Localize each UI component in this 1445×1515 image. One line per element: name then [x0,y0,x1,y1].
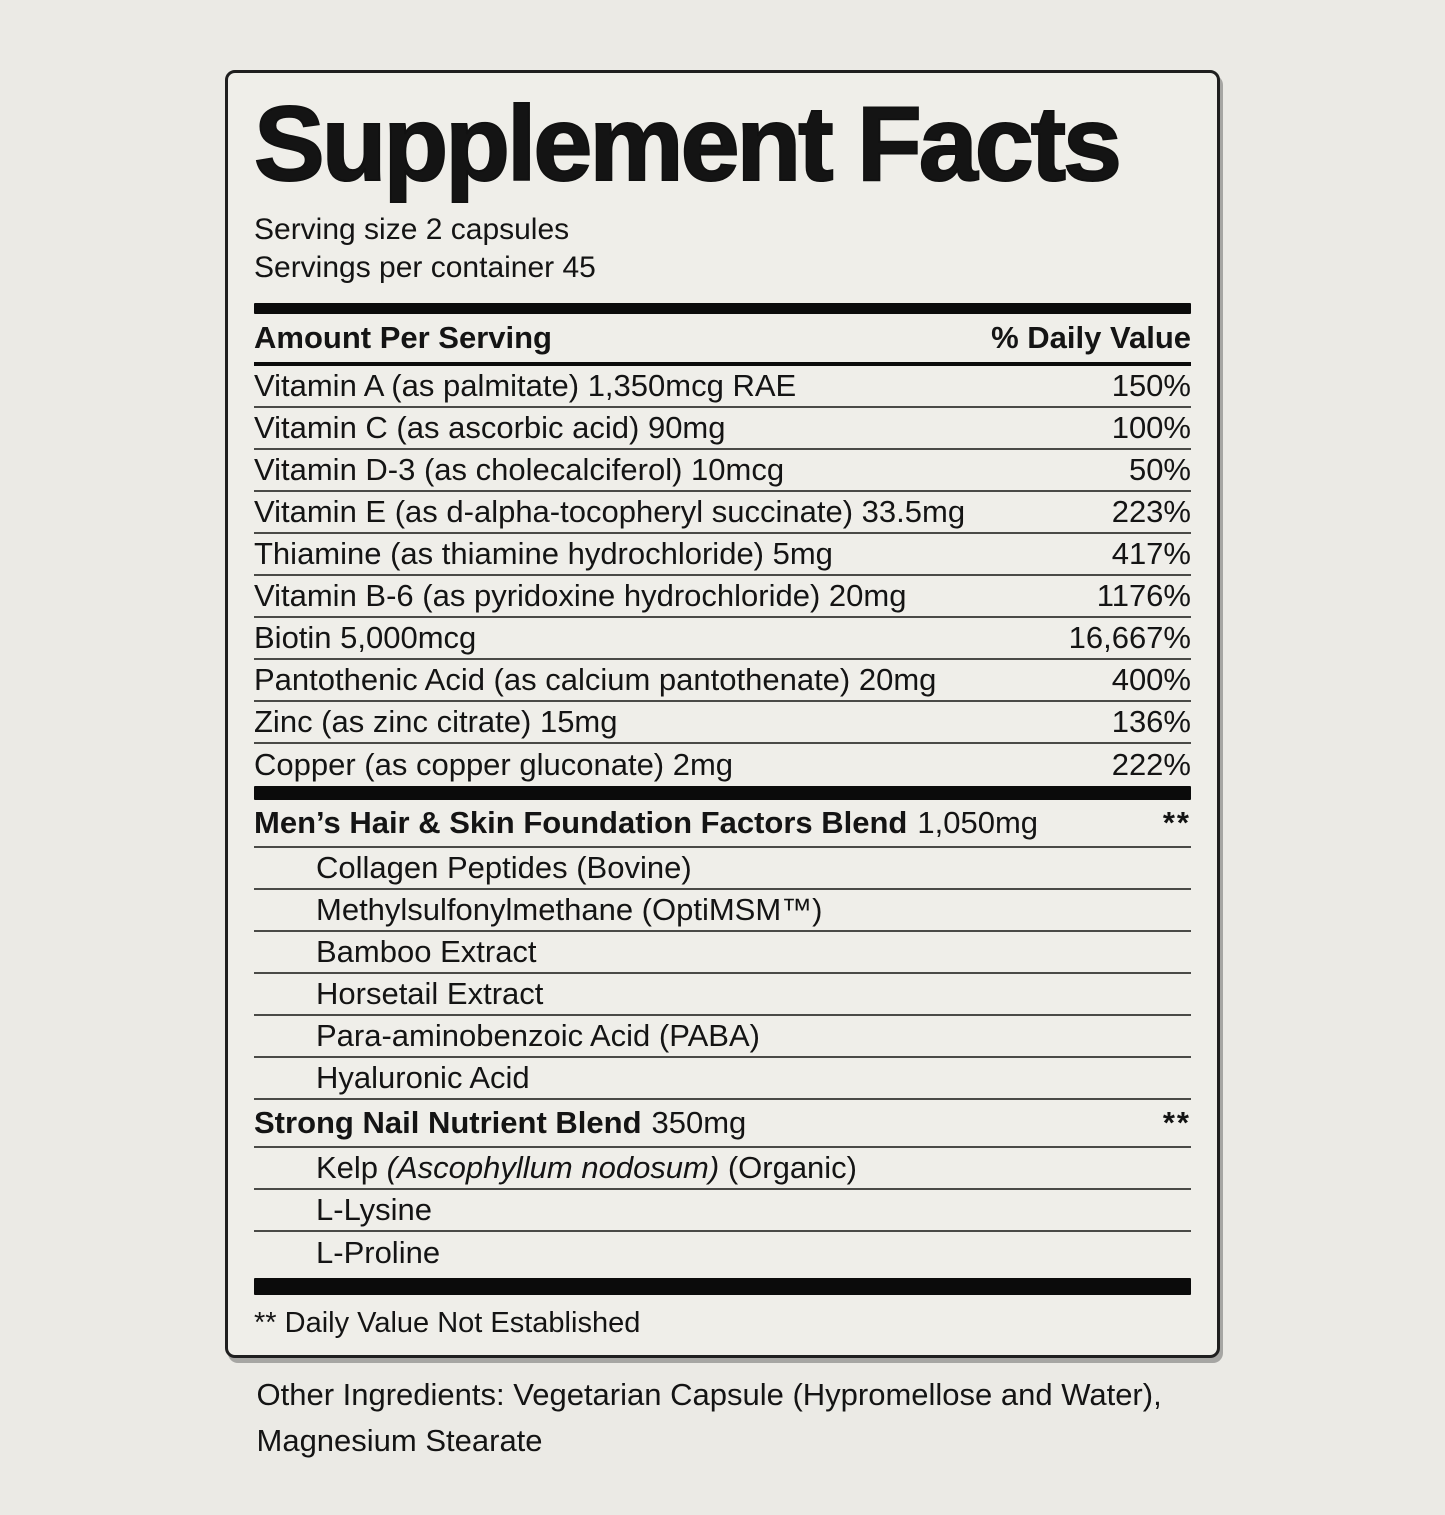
blend-item-name: Methylsulfonylmethane (OptiMSM™) [316,892,823,927]
blend-item-row: Horsetail Extract [254,974,1191,1016]
header-underline [254,362,1191,366]
blend-header-row: Strong Nail Nutrient Blend 350mg ** [254,1100,1191,1148]
nutrient-row: Copper (as copper gluconate) 2mg 222% [254,744,1191,786]
nutrient-row: Thiamine (as thiamine hydrochloride) 5mg… [254,534,1191,576]
blend-items: Kelp (Ascophyllum nodosum) (Organic) L-L… [254,1148,1191,1274]
nutrient-name: Vitamin C (as ascorbic acid) 90mg [254,410,726,445]
supplement-facts-panel: Supplement Facts Serving size 2 capsules… [225,70,1220,1358]
blend-item-row: Methylsulfonylmethane (OptiMSM™) [254,890,1191,932]
blend-name: Strong Nail Nutrient Blend [254,1105,642,1140]
servings-per-container-text: Servings per container 45 [254,251,596,284]
nutrient-row: Vitamin C (as ascorbic acid) 90mg 100% [254,408,1191,450]
nutrient-daily-value: 223% [1111,494,1191,529]
blend-item-name: Horsetail Extract [316,976,544,1011]
blend-item-name: Bamboo Extract [316,934,537,969]
nutrient-daily-value: 1176% [1096,578,1191,613]
thick-divider-top [254,303,1191,314]
footnote-text: ** Daily Value Not Established [254,1307,641,1339]
blend-item-name: Kelp (Ascophyllum nodosum) (Organic) [316,1150,858,1185]
blend-item-row: Collagen Peptides (Bovine) [254,848,1191,890]
daily-value-header: % Daily Value [991,320,1191,355]
blend-item-name: L-Lysine [316,1192,433,1227]
nutrient-row: Vitamin B-6 (as pyridoxine hydrochloride… [254,576,1191,618]
blend-title: Men’s Hair & Skin Foundation Factors Ble… [254,805,1038,841]
panel-title: Supplement Facts [253,85,1123,203]
blend-name: Men’s Hair & Skin Foundation Factors Ble… [254,805,908,840]
blend-item-row: Hyaluronic Acid [254,1058,1191,1100]
blend-item-name: Hyaluronic Acid [316,1060,530,1095]
nutrient-name: Biotin 5,000mcg [254,620,477,655]
blend-item-name: L-Proline [316,1235,441,1270]
blend-header-row: Men’s Hair & Skin Foundation Factors Ble… [254,800,1191,848]
nutrient-name: Vitamin B-6 (as pyridoxine hydrochloride… [254,578,907,613]
blend-item-row: L-Lysine [254,1190,1191,1232]
nutrient-row: Vitamin E (as d-alpha-tocopheryl succina… [254,492,1191,534]
nutrient-row: Pantothenic Acid (as calcium pantothenat… [254,660,1191,702]
nutrient-daily-value: 100% [1111,410,1191,445]
nutrient-table: Vitamin A (as palmitate) 1,350mcg RAE 15… [254,366,1191,786]
serving-size-text: Serving size 2 capsules [254,213,570,246]
blend-amount: 350mg [651,1105,747,1140]
blend-amount: 1,050mg [917,805,1039,840]
nutrient-daily-value: 16,667% [1068,620,1191,655]
blend-items: Collagen Peptides (Bovine) Methylsulfony… [254,848,1191,1100]
nutrient-name: Pantothenic Acid (as calcium pantothenat… [254,662,937,697]
blend-item-name: Para-aminobenzoic Acid (PABA) [316,1018,760,1053]
blend-title: Strong Nail Nutrient Blend 350mg [254,1105,746,1141]
nutrient-row: Biotin 5,000mcg 16,667% [254,618,1191,660]
thick-divider-bottom [254,1278,1191,1295]
nutrient-daily-value: 417% [1111,536,1191,571]
nutrient-name: Vitamin D-3 (as cholecalciferol) 10mcg [254,452,785,487]
nutrient-name: Thiamine (as thiamine hydrochloride) 5mg [254,536,833,571]
blend-item-row: Kelp (Ascophyllum nodosum) (Organic) [254,1148,1191,1190]
column-header-row: Amount Per Serving % Daily Value [254,314,1191,362]
nutrient-name: Vitamin A (as palmitate) 1,350mcg RAE [254,368,797,403]
nutrient-daily-value: 136% [1111,704,1191,739]
nutrient-name: Copper (as copper gluconate) 2mg [254,747,734,782]
blend-item-name-italic: (Ascophyllum nodosum) [386,1150,720,1185]
nutrient-row: Vitamin A (as palmitate) 1,350mcg RAE 15… [254,366,1191,408]
nutrient-row: Zinc (as zinc citrate) 15mg 136% [254,702,1191,744]
blend-item-row: L-Proline [254,1232,1191,1274]
nutrient-daily-value: 222% [1111,747,1191,782]
blend-item-row: Para-aminobenzoic Acid (PABA) [254,1016,1191,1058]
thick-divider-middle [254,786,1191,800]
amount-per-serving-header: Amount Per Serving [254,320,552,355]
nutrient-name: Zinc (as zinc citrate) 15mg [254,704,618,739]
blend-dv-stars: ** [1162,805,1191,840]
nutrient-name: Vitamin E (as d-alpha-tocopheryl succina… [254,494,966,529]
blend-item-name: Collagen Peptides (Bovine) [316,850,692,885]
nutrient-daily-value: 50% [1128,452,1191,487]
nutrient-daily-value: 400% [1111,662,1191,697]
nutrient-daily-value: 150% [1111,368,1191,403]
blend-dv-stars: ** [1162,1105,1191,1140]
blend-item-row: Bamboo Extract [254,932,1191,974]
other-ingredients-text: Other Ingredients: Vegetarian Capsule (H… [256,1377,1162,1458]
nutrient-row: Vitamin D-3 (as cholecalciferol) 10mcg 5… [254,450,1191,492]
